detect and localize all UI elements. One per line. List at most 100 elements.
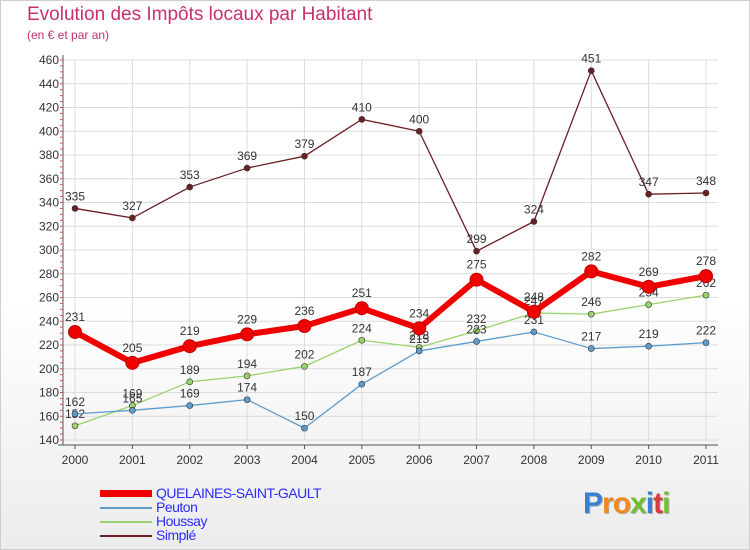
data-point	[68, 324, 82, 339]
y-tick-label: 220	[39, 338, 59, 352]
data-label: 400	[409, 112, 429, 126]
data-point	[297, 319, 312, 333]
x-tick-label: 2001	[119, 453, 146, 467]
data-point	[641, 279, 656, 294]
data-label: 223	[467, 322, 487, 336]
data-point	[473, 247, 480, 255]
data-point	[186, 183, 194, 191]
data-label: 369	[237, 149, 257, 163]
logo-letter: i	[645, 487, 654, 520]
chart-title: Evolution des Impôts locaux par Habitant	[27, 4, 373, 25]
proxiti-logo: Proxiti	[583, 487, 670, 521]
data-label: 222	[696, 324, 716, 338]
data-label: 269	[639, 265, 659, 279]
data-point	[587, 345, 595, 352]
legend-label: Simplé	[156, 527, 196, 543]
series-line	[74, 70, 707, 252]
legend-label: Houssay	[156, 513, 207, 529]
x-tick-label: 2009	[578, 453, 605, 467]
data-point	[71, 205, 79, 212]
data-label: 189	[180, 363, 200, 377]
data-point	[240, 327, 255, 342]
data-label: 232	[467, 312, 487, 326]
chart-subtitle: (en € et par an)	[27, 28, 110, 42]
data-point	[301, 152, 308, 160]
data-label: 169	[122, 387, 142, 401]
data-point	[301, 363, 308, 370]
data-point	[301, 424, 308, 432]
data-point	[71, 422, 79, 430]
data-point	[243, 372, 251, 380]
data-point	[243, 164, 251, 172]
data-point	[186, 402, 194, 409]
data-label: 327	[122, 199, 142, 213]
data-label: 219	[639, 327, 659, 341]
y-tick-label: 340	[39, 196, 59, 210]
y-tick-label: 400	[39, 124, 59, 138]
data-point	[125, 355, 140, 370]
logo-letter: o	[612, 487, 631, 520]
y-tick-label: 200	[39, 362, 59, 376]
legend-swatch	[100, 490, 152, 497]
data-point	[584, 264, 599, 279]
data-point	[358, 380, 366, 388]
data-label: 299	[467, 232, 487, 246]
y-tick-label: 380	[39, 148, 59, 162]
data-point	[473, 338, 480, 345]
data-label: 335	[65, 189, 85, 203]
data-point	[415, 347, 423, 355]
data-point	[702, 339, 710, 346]
data-label: 347	[639, 175, 659, 189]
data-label: 229	[237, 312, 257, 326]
y-tick-label: 300	[39, 243, 59, 257]
data-label: 251	[352, 286, 372, 300]
series-line	[74, 294, 707, 427]
legend-swatch	[100, 521, 152, 523]
y-tick-label: 280	[39, 267, 59, 281]
data-label: 194	[237, 357, 257, 371]
y-tick-label: 260	[39, 291, 59, 305]
data-point	[358, 336, 366, 344]
x-tick-label: 2000	[62, 453, 89, 467]
data-label: 150	[294, 409, 314, 423]
y-tick-label: 440	[39, 77, 59, 91]
data-label: 246	[581, 295, 601, 309]
y-tick-label: 180	[39, 386, 59, 400]
data-label: 174	[237, 381, 257, 395]
data-point	[702, 189, 710, 197]
data-point	[354, 301, 369, 316]
data-point	[473, 327, 480, 335]
y-tick-label: 360	[39, 172, 59, 186]
x-tick-label: 2005	[348, 453, 375, 467]
logo-letter: r	[602, 487, 614, 520]
data-label: 348	[696, 174, 716, 188]
data-label: 162	[65, 395, 85, 409]
data-label: 165	[122, 391, 142, 405]
data-label: 169	[180, 387, 200, 401]
data-label: 248	[524, 290, 544, 304]
y-tick-label: 420	[39, 101, 59, 115]
x-tick-label: 2010	[635, 453, 662, 467]
data-label: 278	[696, 254, 716, 268]
legend-label: Peuton	[156, 499, 198, 515]
logo-letter: t	[653, 487, 663, 520]
data-label: 236	[294, 304, 314, 318]
x-tick-label: 2003	[234, 453, 261, 467]
legend-swatch	[100, 507, 152, 509]
data-label: 451	[581, 52, 601, 66]
logo-letter: P	[583, 487, 603, 520]
data-point	[469, 272, 484, 287]
data-label: 217	[581, 330, 601, 344]
data-point	[186, 378, 194, 386]
logo-letter: x	[630, 487, 647, 520]
y-tick-label: 160	[39, 409, 59, 423]
data-point	[587, 67, 595, 74]
y-tick-label: 240	[39, 314, 59, 328]
legend-swatch	[100, 535, 152, 537]
series-line	[74, 331, 707, 429]
data-label: 219	[180, 324, 200, 338]
legend-label: QUELAINES-SAINT-GAULT	[156, 485, 322, 501]
x-tick-label: 2008	[521, 453, 548, 467]
